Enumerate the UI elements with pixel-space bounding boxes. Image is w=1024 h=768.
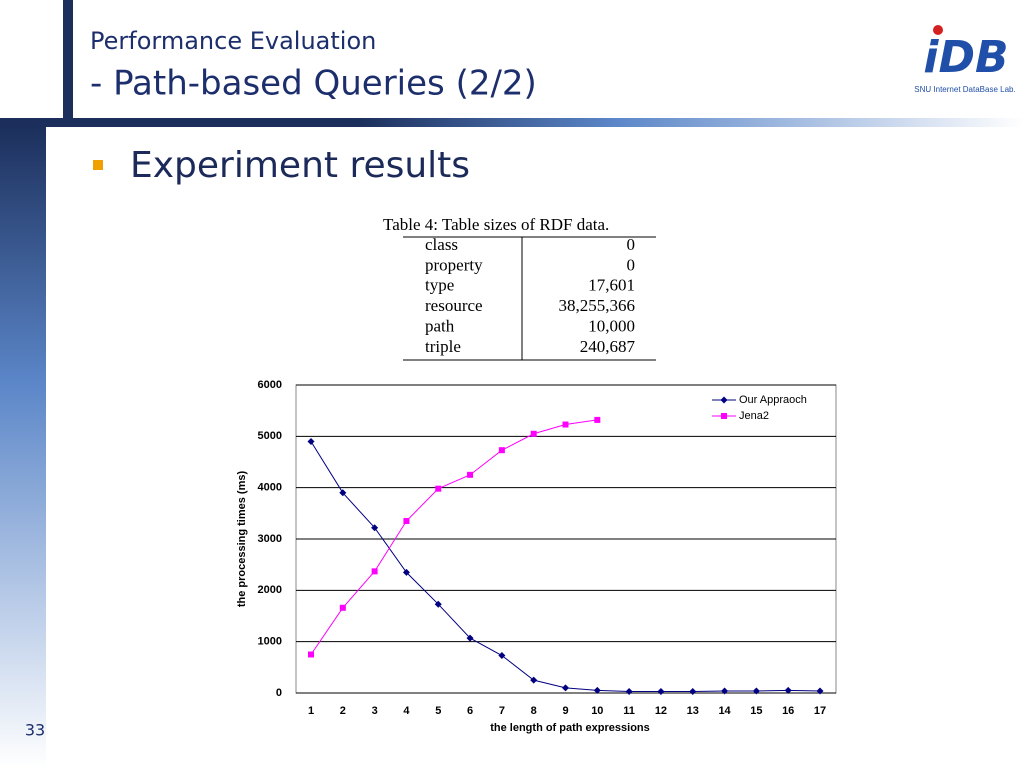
- x-tick-label: 8: [531, 705, 537, 717]
- marker: [402, 568, 410, 576]
- y-tick-label: 0: [276, 687, 282, 699]
- x-tick-label: 4: [403, 705, 410, 717]
- side-stripe: [0, 126, 46, 768]
- table-cell: 38,255,366: [559, 296, 636, 315]
- marker: [689, 687, 697, 695]
- x-tick-label: 6: [467, 705, 473, 717]
- y-tick-label: 6000: [258, 379, 282, 391]
- logo-mark: iDB: [923, 32, 1008, 83]
- marker: [435, 485, 442, 492]
- y-tick-label: 2000: [258, 584, 282, 596]
- marker: [784, 686, 792, 694]
- x-tick-label: 3: [372, 705, 378, 717]
- legend-label: Jena2: [739, 410, 769, 422]
- table-cell: triple: [425, 337, 461, 356]
- y-axis-label: the processing times (ms): [236, 471, 248, 608]
- table-caption: Table 4: Table sizes of RDF data.: [383, 215, 609, 234]
- marker: [403, 518, 410, 525]
- bullet-marker: [93, 160, 103, 170]
- series-line: [310, 419, 598, 655]
- marker: [467, 471, 474, 478]
- y-tick-label: 5000: [258, 430, 282, 442]
- marker: [752, 687, 760, 695]
- x-tick-label: 14: [718, 705, 731, 717]
- subtitle: - Path-based Queries (2/2): [90, 64, 537, 104]
- y-tick-label: 4000: [258, 482, 282, 494]
- marker: [371, 524, 379, 532]
- x-tick-label: 10: [591, 705, 603, 717]
- horizontal-bar: [0, 118, 1024, 127]
- table-cell: 0: [627, 235, 636, 254]
- marker: [466, 634, 474, 642]
- marker: [530, 430, 537, 437]
- x-tick-label: 15: [750, 705, 762, 717]
- marker: [530, 676, 538, 684]
- marker: [339, 604, 346, 611]
- table-cell: 17,601: [588, 276, 635, 295]
- page-number: 33: [25, 721, 45, 740]
- table-cell: property: [425, 255, 483, 274]
- x-tick-label: 9: [562, 705, 568, 717]
- marker: [498, 652, 506, 660]
- marker: [562, 421, 569, 428]
- x-tick-label: 17: [814, 705, 826, 717]
- logo-caption: SNU Internet DataBase Lab.: [914, 85, 1015, 94]
- x-tick-label: 7: [499, 705, 505, 717]
- table-cell: type: [425, 276, 454, 295]
- x-tick-label: 2: [340, 705, 346, 717]
- bullet-text: Experiment results: [130, 145, 470, 186]
- x-tick-label: 5: [435, 705, 441, 717]
- marker: [371, 568, 378, 575]
- table-cell: path: [425, 317, 455, 336]
- x-tick-label: 16: [782, 705, 794, 717]
- x-tick-label: 13: [687, 705, 699, 717]
- table-cell: 0: [627, 255, 636, 274]
- x-tick-label: 11: [623, 705, 635, 717]
- table-cell: class: [425, 235, 458, 254]
- x-tick-label: 12: [655, 705, 667, 717]
- y-tick-label: 1000: [258, 636, 282, 648]
- marker: [339, 489, 347, 497]
- table-cell: 240,687: [580, 337, 636, 356]
- vertical-bar: [63, 0, 73, 126]
- marker: [498, 447, 505, 454]
- marker: [594, 416, 601, 423]
- marker: [562, 684, 569, 692]
- title: Performance Evaluation: [90, 27, 376, 55]
- marker: [657, 687, 665, 695]
- marker: [721, 687, 729, 695]
- table-cell: 10,000: [588, 317, 635, 336]
- marker: [721, 413, 727, 419]
- y-tick-label: 3000: [258, 533, 282, 545]
- marker: [593, 686, 601, 694]
- marker: [308, 651, 314, 658]
- x-tick-label: 1: [308, 705, 314, 717]
- marker: [307, 437, 315, 445]
- x-axis-label: the length of path expressions: [490, 722, 650, 734]
- marker: [816, 687, 824, 695]
- marker: [625, 687, 633, 695]
- marker: [720, 396, 728, 404]
- legend-label: Our Appraoch: [739, 394, 807, 406]
- logo-dot: [933, 25, 943, 35]
- table-cell: resource: [425, 296, 483, 315]
- marker: [434, 600, 442, 608]
